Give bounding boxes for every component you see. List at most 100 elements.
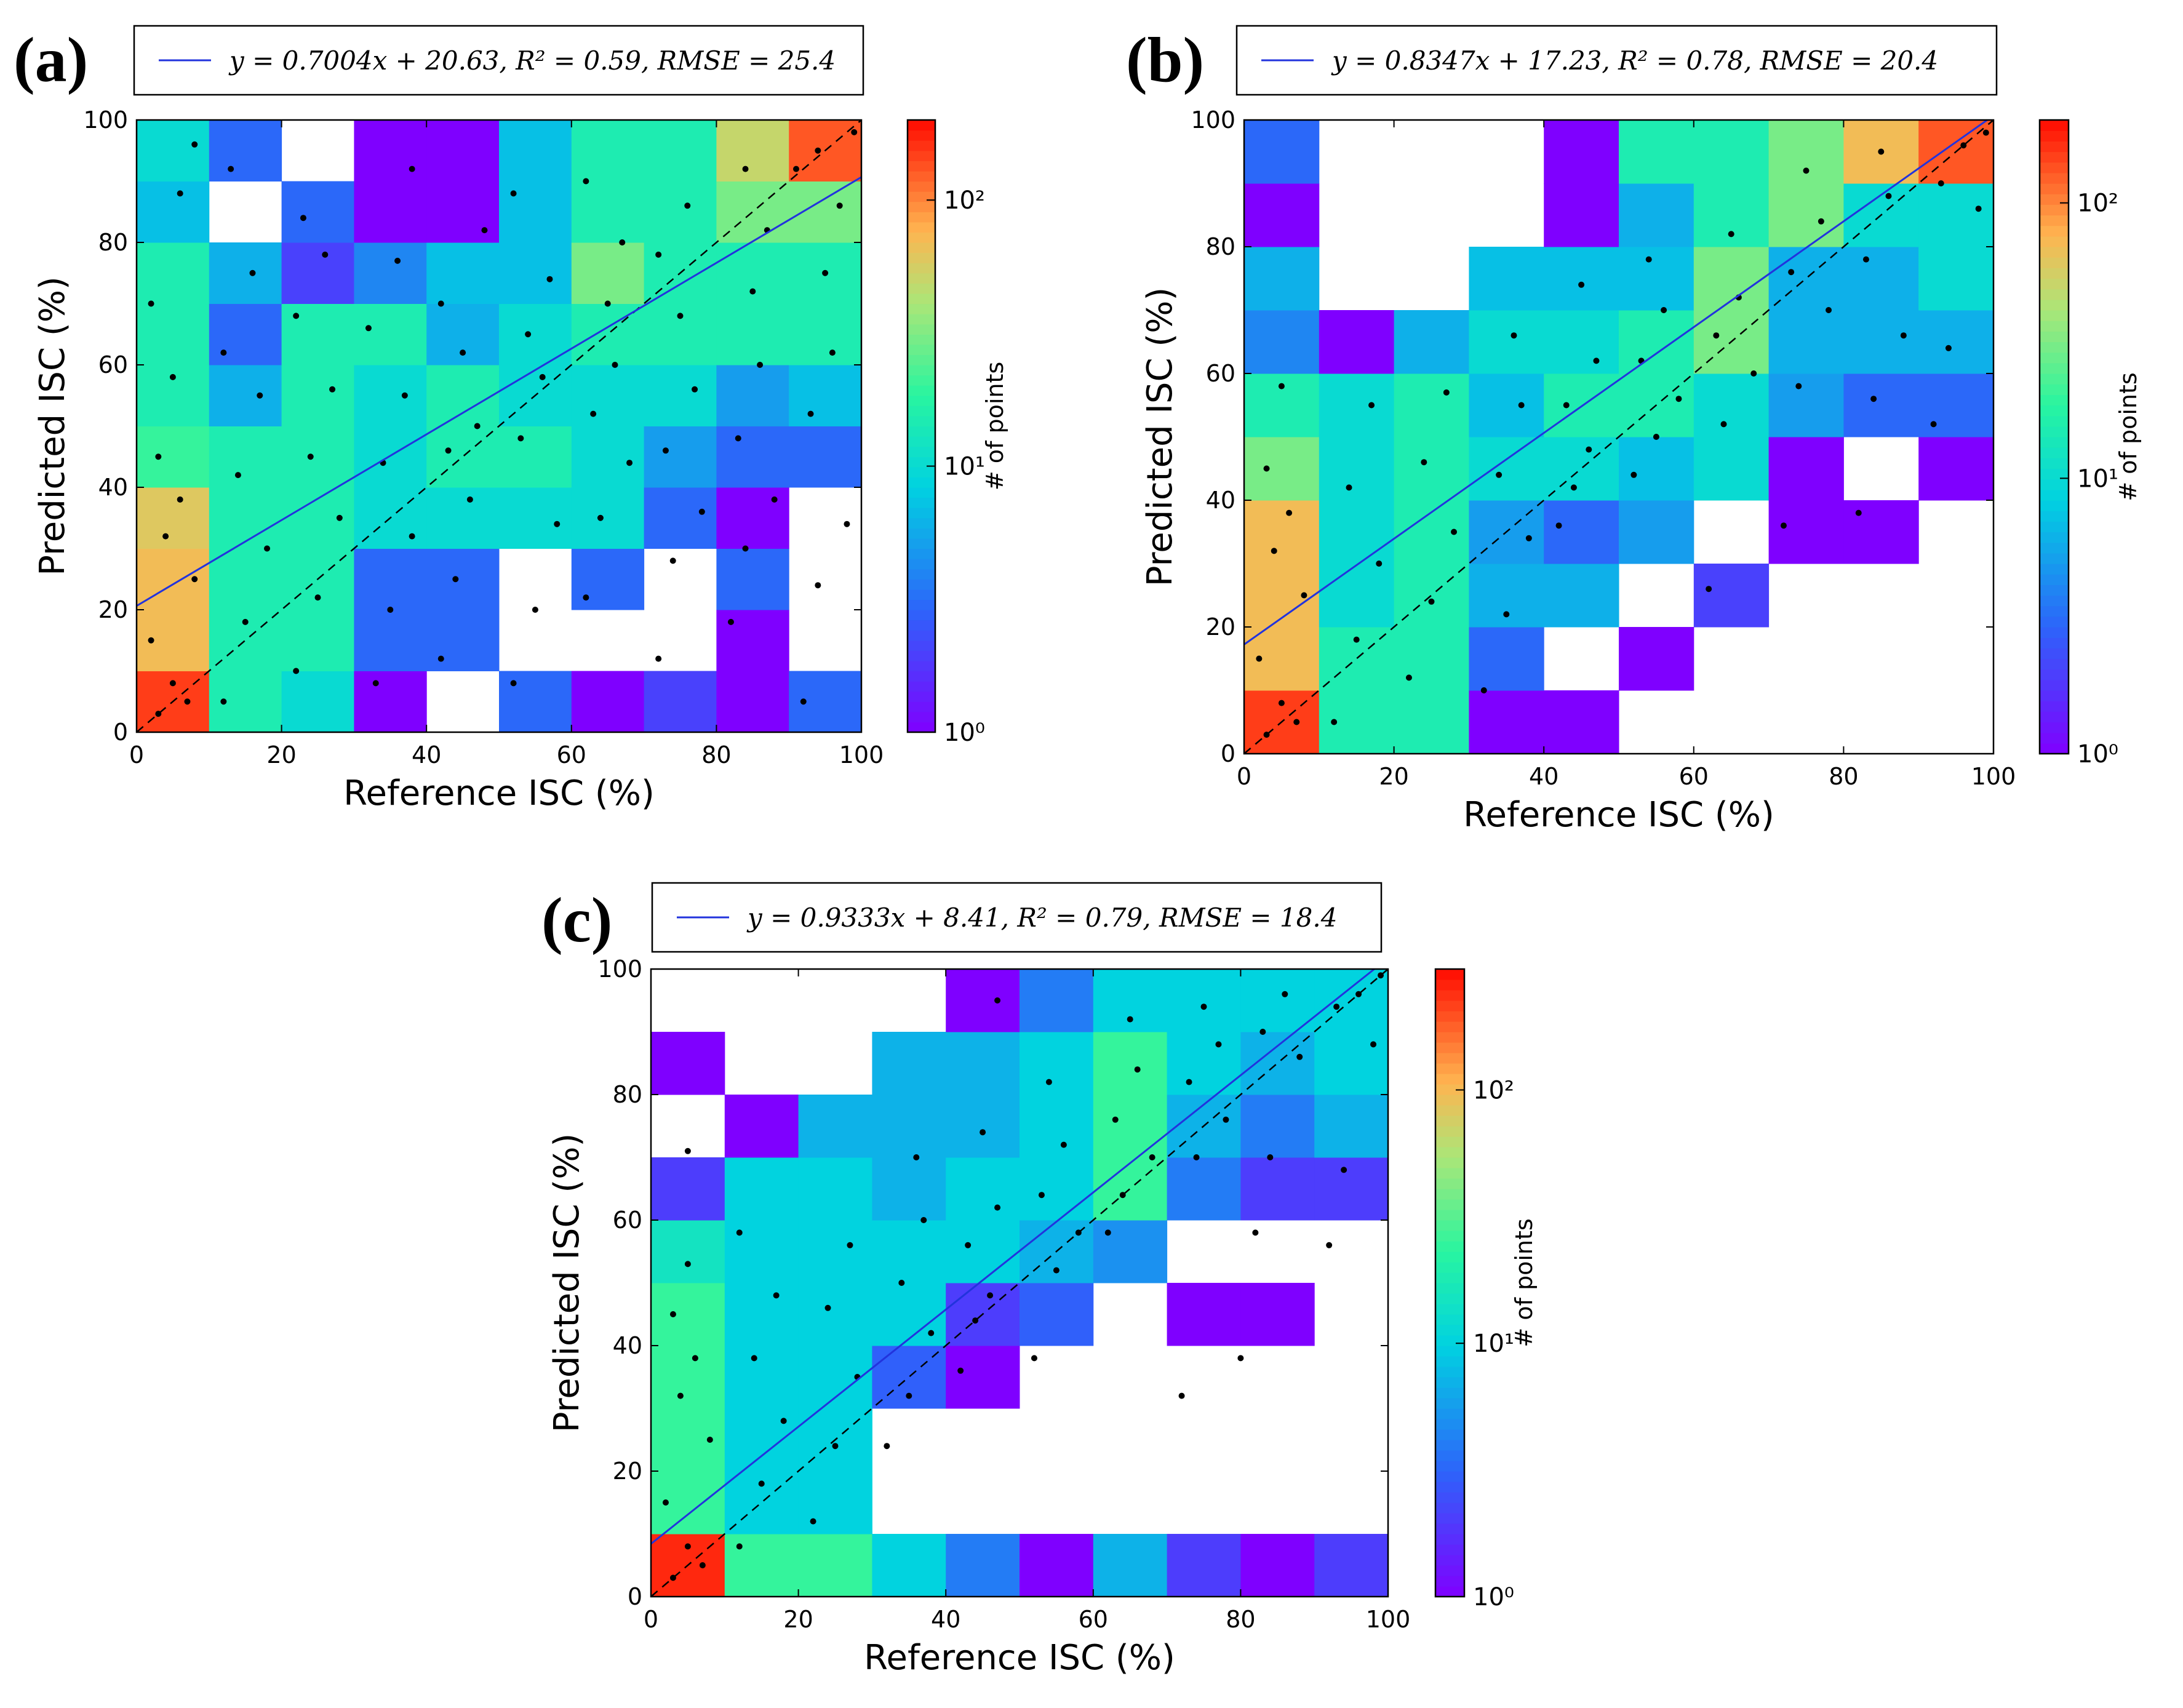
colorbar-tick-label: 10⁰: [944, 719, 985, 747]
scatter-point: [1405, 674, 1412, 681]
colorbar-segment: [908, 701, 935, 712]
scatter-point: [1795, 383, 1802, 389]
scatter-point: [1326, 1242, 1333, 1248]
scatter-point: [699, 1562, 706, 1568]
colorbar-tick-label: 10¹: [1473, 1330, 1514, 1358]
scatter-point: [300, 215, 306, 221]
scatter-point: [1451, 529, 1458, 535]
heatmap-cell: [209, 548, 282, 610]
scatter-point: [257, 392, 263, 399]
heatmap-cell: [137, 120, 210, 182]
heatmap-cell: [644, 120, 717, 182]
x-tick-label: 20: [1379, 763, 1408, 790]
heatmap-cell: [872, 1534, 946, 1597]
y-tick-label: 100: [83, 106, 128, 134]
scatter-point: [832, 1443, 839, 1450]
heatmap-cell: [1240, 1157, 1315, 1221]
x-tick-label: 60: [1679, 763, 1709, 790]
scatter-point: [1134, 1066, 1141, 1073]
y-tick-label: 80: [1206, 233, 1235, 260]
y-tick-label: 60: [613, 1207, 642, 1234]
heatmap-cell: [1843, 500, 1919, 564]
colorbar-segment: [908, 711, 935, 723]
scatter-point: [1271, 548, 1277, 554]
heatmap-cell: [1093, 969, 1168, 1032]
colorbar-segment: [908, 385, 935, 396]
scatter-point: [517, 435, 524, 442]
colorbar-segment: [1435, 1272, 1464, 1283]
colorbar-label: # of points: [2115, 372, 2142, 501]
colorbar-segment: [908, 150, 935, 161]
heatmap-cell: [946, 1346, 1020, 1409]
heatmap-cell: [354, 671, 427, 733]
colorbar-segment: [2040, 500, 2069, 511]
colorbar-segment: [2040, 278, 2069, 290]
colorbar-segment: [908, 140, 935, 151]
colorbar-frame: [2038, 119, 2070, 755]
colorbar-segment: [1435, 1199, 1464, 1210]
heatmap-cell: [1918, 247, 1994, 311]
scatter-point: [525, 331, 532, 338]
heatmap-cell: [1693, 373, 1770, 437]
y-tick-label: 40: [613, 1332, 642, 1359]
scatter-point: [757, 362, 764, 368]
colorbar-segment: [1435, 980, 1464, 991]
colorbar-segment: [2040, 268, 2069, 279]
colorbar-segment: [908, 579, 935, 590]
y-tick-label: 80: [613, 1081, 642, 1108]
scatter-point: [1975, 206, 1982, 212]
scatter-point: [1259, 1029, 1266, 1035]
colorbar-segment: [1435, 1210, 1464, 1221]
scatter-point: [1333, 1004, 1340, 1010]
scatter-point: [957, 1367, 964, 1374]
heatmap-cell: [426, 548, 500, 610]
heatmap-cell: [644, 487, 717, 549]
colorbar-segment: [2040, 669, 2069, 680]
heatmap-cells: [1244, 120, 1994, 754]
heatmap-cell: [1244, 373, 1320, 437]
heatmap-cell: [1544, 690, 1619, 754]
scatter-point: [394, 257, 401, 264]
scatter-point: [1368, 402, 1375, 409]
colorbar-segment: [2040, 616, 2069, 628]
heatmap-cell: [1469, 564, 1544, 628]
scatter-point: [906, 1392, 912, 1399]
scatter-point: [706, 1437, 713, 1443]
heatmap-cell: [281, 610, 354, 671]
heatmap-cell: [1020, 969, 1094, 1032]
colorbar-segment: [1435, 1231, 1464, 1242]
scatter-point: [1421, 459, 1427, 466]
colorbar-segment: [1435, 1283, 1464, 1294]
scatter-point: [604, 300, 611, 307]
heatmap-cell: [789, 671, 862, 733]
colorbar-segment: [2040, 553, 2069, 564]
scatter-point: [1149, 1154, 1155, 1160]
heatmap-cell: [1240, 1283, 1315, 1346]
colorbar-segment: [2040, 690, 2069, 701]
heatmap-cell: [137, 487, 210, 549]
colorbar-segment: [1435, 1021, 1464, 1032]
scatter-point: [751, 1355, 757, 1362]
colorbar-segment: [908, 314, 935, 325]
scatter-point: [836, 202, 843, 209]
scatter-point: [1578, 281, 1585, 288]
colorbar-frame: [1434, 968, 1466, 1598]
heatmap-cell: [1619, 627, 1694, 691]
colorbar-tick-label: 10⁰: [1473, 1583, 1514, 1611]
colorbar-segment: [2040, 183, 2069, 194]
colorbar-segment: [2040, 331, 2069, 343]
colorbar-segment: [1435, 1115, 1464, 1127]
scatter-point: [662, 1499, 669, 1506]
x-tick-label: 20: [266, 741, 296, 768]
x-tick-label: 0: [644, 1606, 658, 1633]
colorbar-segment: [908, 569, 935, 580]
heatmap-cell: [1020, 1157, 1094, 1221]
scatter-point: [1818, 218, 1824, 225]
colorbar-segment: [1435, 1502, 1464, 1514]
y-tick-label: 0: [113, 719, 128, 746]
heatmap-cell: [724, 1095, 799, 1158]
heatmap-cell: [1619, 437, 1694, 501]
scatter-point: [1938, 180, 1944, 186]
heatmap-cell: [1693, 120, 1770, 184]
heatmap-cell: [1244, 183, 1320, 247]
